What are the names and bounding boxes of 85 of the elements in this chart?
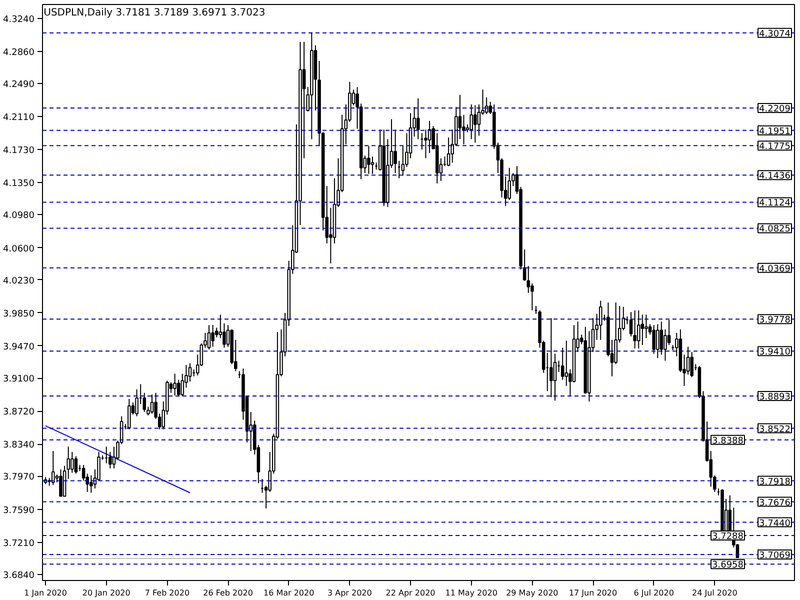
ref-line-label: 3.8893: [759, 392, 791, 403]
ref-line-label: 4.1951: [759, 126, 791, 137]
candlestick: [211, 324, 214, 348]
x-tick-label: 3 Apr 2020: [328, 588, 372, 598]
ref-line-label: 3.9410: [759, 348, 791, 358]
ref-line-label: 3.7918: [759, 477, 791, 488]
x-tick-label: 29 May 2020: [506, 588, 558, 598]
candlestick: [633, 310, 636, 350]
ref-line-label: 4.1124: [759, 198, 791, 209]
x-tick-label: 26 Feb 2020: [203, 588, 253, 598]
x-tick-label: 22 Apr 2020: [386, 588, 436, 598]
candlestick: [656, 324, 660, 359]
y-tick-label: 4.0980: [3, 211, 35, 222]
candlestick: [644, 314, 648, 339]
y-tick-label: 3.7970: [3, 472, 35, 483]
ref-line-label: 4.0369: [759, 264, 791, 274]
x-tick-label: 16 Mar 2020: [264, 588, 314, 598]
y-tick-label: 4.3240: [3, 14, 35, 25]
ref-line-label: 4.2209: [759, 104, 791, 114]
y-tick-label: 3.9470: [3, 342, 35, 352]
ref-line-label: 3.9778: [759, 316, 791, 326]
x-tick-label: 20 Jan 2020: [82, 588, 130, 598]
y-tick-label: 3.8720: [3, 408, 35, 418]
candlestick: [629, 312, 633, 337]
candlestick: [446, 136, 450, 167]
candlestick: [173, 373, 176, 396]
candlestick: [207, 324, 211, 350]
ref-line-label: 4.3074: [759, 29, 791, 40]
candlestick: [640, 314, 644, 346]
y-tick-label: 4.0600: [3, 244, 35, 254]
ref-line-label: 3.7676: [759, 498, 791, 508]
candlestick: [636, 310, 640, 350]
candlestick: [70, 451, 74, 474]
y-tick-label: 3.8340: [3, 440, 35, 451]
ref-line-label: 3.7069: [759, 551, 791, 562]
y-tick-label: 4.1350: [3, 179, 35, 190]
candlestick: [477, 104, 481, 136]
y-tick-label: 3.9850: [3, 309, 35, 320]
ref-line-label: 3.6958: [712, 560, 744, 571]
ref-line-label: 4.0825: [759, 224, 791, 235]
ref-line-label: 3.7440: [759, 518, 791, 529]
y-tick-label: 4.2490: [3, 80, 35, 90]
chart-title: USDPLN,Daily 3.7181 3.7189 3.6971 3.7023: [44, 8, 266, 18]
candlestick: [550, 318, 553, 398]
ref-line-label: 4.1775: [759, 142, 791, 152]
candlestick: [128, 398, 131, 430]
ref-line-label: 3.8522: [759, 424, 791, 435]
ref-line-label: 4.1436: [759, 172, 791, 182]
y-tick-label: 3.7210: [3, 538, 35, 549]
candlestick: [474, 104, 477, 144]
ref-line-label: 3.8388: [712, 436, 744, 446]
x-tick-label: 1 Jan 2020: [24, 588, 67, 598]
candlestick: [112, 446, 116, 469]
ref-line-label: 3.7288: [712, 532, 744, 542]
candlestick: [52, 450, 55, 486]
x-tick-label: 24 Jul 2020: [692, 588, 738, 598]
x-tick-label: 6 Jul 2020: [634, 588, 674, 598]
candlestick: [560, 347, 564, 380]
y-tick-label: 4.2110: [3, 113, 35, 124]
x-tick-label: 17 Jun 2020: [568, 588, 618, 598]
candlestick: [367, 146, 370, 174]
candlestick: [329, 207, 332, 264]
x-tick-label: 11 May 2020: [445, 588, 498, 598]
y-tick-label: 4.0230: [3, 276, 35, 286]
y-tick-label: 3.6840: [3, 570, 35, 581]
candlestick: [470, 104, 473, 140]
candlestick: [188, 362, 192, 382]
candlestick: [370, 156, 374, 174]
y-tick-label: 4.1730: [3, 146, 35, 156]
x-tick-label: 7 Feb 2020: [144, 588, 190, 598]
candlestick: [82, 464, 86, 482]
y-tick-label: 3.7590: [3, 506, 35, 516]
y-tick-label: 4.2860: [3, 48, 35, 58]
candlestick: [74, 456, 78, 474]
y-tick-label: 3.9100: [3, 374, 35, 385]
candlestick: [66, 446, 70, 480]
candlestick: [150, 394, 154, 414]
candlestick: [667, 319, 671, 346]
candlestick: [416, 98, 420, 140]
candlestick: [652, 324, 656, 354]
candlestick: [59, 468, 62, 497]
candlestick: [553, 353, 557, 402]
candlestick: [424, 129, 428, 159]
candlestick: [686, 346, 690, 376]
candlestick: [598, 300, 602, 340]
